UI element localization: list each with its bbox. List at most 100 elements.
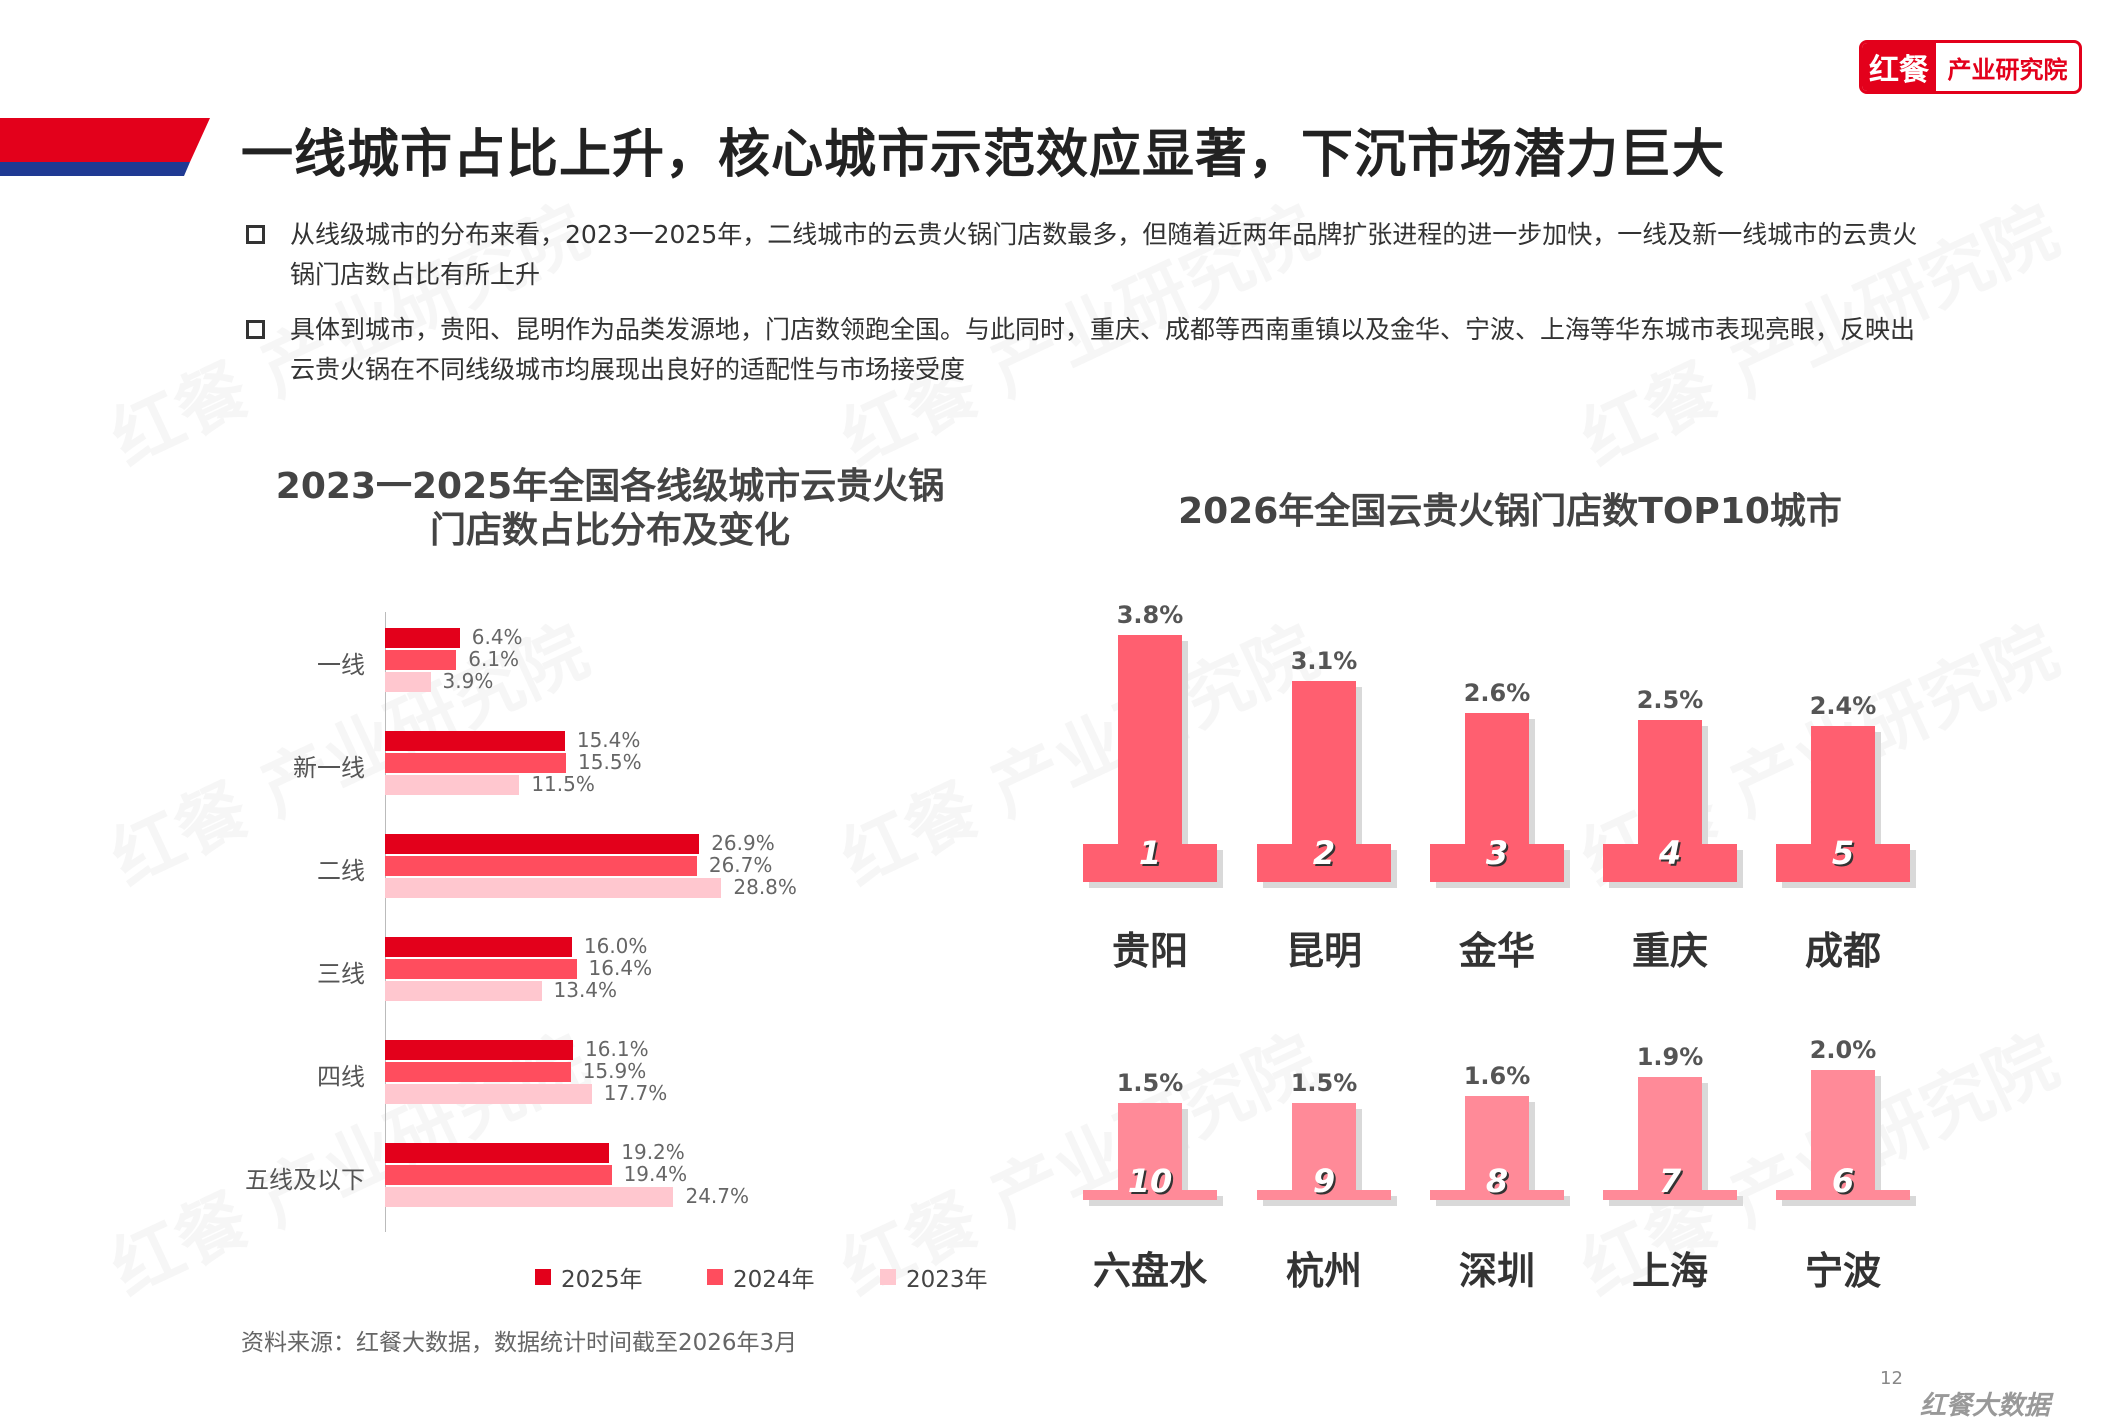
y-axis-line (385, 612, 386, 1232)
podium-column (1118, 1102, 1182, 1200)
bar (385, 937, 572, 957)
data-label: 28.8% (733, 875, 797, 899)
rank-number: 2 (1312, 834, 1336, 872)
rank-number: 1 (1138, 834, 1162, 872)
podium-column (1638, 719, 1702, 882)
podium-column (1638, 1076, 1702, 1200)
category-label: 四线 (317, 1063, 365, 1091)
logo-mark: 红餐 (1862, 43, 1936, 91)
bullet-square-icon (246, 225, 265, 244)
bar (385, 959, 577, 979)
data-label: 15.4% (576, 728, 641, 752)
bar (385, 834, 700, 854)
logo-text: 产业研究院 (1947, 55, 2068, 84)
rank-number: 5 (1831, 834, 1855, 872)
podium-column (1465, 713, 1529, 882)
city-label: 深圳 (1458, 1249, 1535, 1293)
data-label: 16.4% (588, 956, 653, 980)
bar (385, 1165, 612, 1185)
legend-label: 2024年 (733, 1267, 815, 1293)
category-label: 三线 (317, 960, 365, 988)
rank-number: 9 (1312, 1162, 1336, 1200)
city-label: 成都 (1804, 929, 1881, 973)
value-label: 3.8% (1116, 601, 1184, 629)
bar (385, 672, 431, 692)
bar (385, 775, 520, 795)
bar (385, 1040, 574, 1060)
legend-item-2025: 2025年 (535, 1260, 643, 1294)
podium-column (1811, 1070, 1875, 1200)
data-label: 11.5% (531, 772, 595, 796)
podium-column (1292, 680, 1356, 882)
city-label: 贵阳 (1111, 929, 1188, 973)
left-chart-title-line: 2023一2025年全国各线级城市云贵火锅 (275, 466, 945, 507)
data-label: 15.9% (582, 1059, 647, 1083)
value-label: 3.1% (1290, 646, 1358, 675)
data-label: 26.9% (711, 831, 775, 855)
city-label: 昆明 (1285, 929, 1362, 973)
city-label: 六盘水 (1092, 1249, 1207, 1293)
value-label: 1.5% (1116, 1068, 1184, 1097)
brand-logo: 红餐 产业研究院 (1859, 40, 2082, 94)
data-label: 19.2% (621, 1140, 685, 1164)
bar (385, 628, 460, 648)
data-label: 13.4% (553, 978, 618, 1002)
value-label: 1.9% (1636, 1042, 1704, 1071)
category-label: 新一线 (293, 754, 365, 782)
bar (385, 650, 457, 670)
legend-label: 2023年 (906, 1267, 988, 1293)
city-label: 金华 (1458, 929, 1535, 973)
data-label: 26.7% (708, 853, 773, 877)
rank-number: 7 (1658, 1162, 1682, 1200)
bar (385, 856, 697, 876)
podium-shadow (1436, 1196, 1570, 1206)
bullet-item: 从线级城市的分布来看，2023一2025年，二线城市的云贵火锅门店数最多，但随着… (243, 215, 1923, 295)
category-label: 五线及以下 (245, 1166, 365, 1194)
bar (385, 1187, 674, 1207)
legend-item-2023: 2023年 (880, 1260, 988, 1294)
podium-column (1811, 726, 1875, 882)
header-stripe (0, 118, 210, 176)
data-label: 16.1% (585, 1037, 649, 1061)
left-chart-title-line: 门店数占比分布及变化 (429, 510, 790, 551)
data-label: 16.0% (583, 934, 648, 958)
bar (385, 753, 567, 773)
data-label: 6.4% (471, 625, 523, 649)
bullet-text: 具体到城市，贵阳、昆明作为品类发源地，门店数领跑全国。与此同时，重庆、成都等西南… (290, 315, 1916, 384)
data-label: 17.7% (603, 1081, 668, 1105)
value-label: 1.6% (1463, 1062, 1531, 1090)
city-label: 杭州 (1285, 1249, 1362, 1293)
category-label: 二线 (317, 857, 365, 885)
rank-number: 8 (1485, 1162, 1509, 1200)
value-label: 2.0% (1809, 1036, 1877, 1064)
bar (385, 1084, 592, 1104)
bullet-list: 从线级城市的分布来看，2023一2025年，二线城市的云贵火锅门店数最多，但随着… (243, 215, 1923, 405)
city-label: 上海 (1631, 1249, 1708, 1293)
data-label: 24.7% (685, 1184, 750, 1208)
podium-shadow (1609, 1196, 1743, 1206)
legend-swatch (880, 1269, 896, 1285)
data-label: 6.1% (468, 647, 520, 671)
data-label: 19.4% (623, 1162, 688, 1186)
data-label: 3.9% (442, 669, 494, 693)
source-note: 资料来源：红餐大数据，数据统计时间截至2026年3月 (241, 1330, 798, 1356)
city-label: 重庆 (1631, 929, 1708, 973)
bullet-item: 具体到城市，贵阳、昆明作为品类发源地，门店数领跑全国。与此同时，重庆、成都等西南… (243, 310, 1923, 390)
value-label: 2.6% (1463, 679, 1531, 707)
rank-number: 3 (1485, 834, 1509, 872)
bar (385, 878, 722, 898)
bullet-text: 从线级城市的分布来看，2023一2025年，二线城市的云贵火锅门店数最多，但随着… (290, 220, 1918, 289)
bar (385, 981, 542, 1001)
podium-column (1118, 635, 1182, 882)
legend-label: 2025年 (561, 1267, 643, 1293)
bar (385, 731, 565, 751)
rank-number: 10 (1127, 1162, 1173, 1200)
data-label: 15.5% (578, 750, 642, 774)
legend-item-2024: 2024年 (707, 1260, 815, 1294)
city-label: 宁波 (1804, 1249, 1881, 1293)
rank-number: 4 (1658, 834, 1682, 872)
bar (385, 1143, 610, 1163)
value-label: 2.5% (1636, 685, 1704, 714)
watermark: 红餐 产业研究院 (823, 596, 1332, 905)
category-label: 一线 (317, 651, 365, 679)
